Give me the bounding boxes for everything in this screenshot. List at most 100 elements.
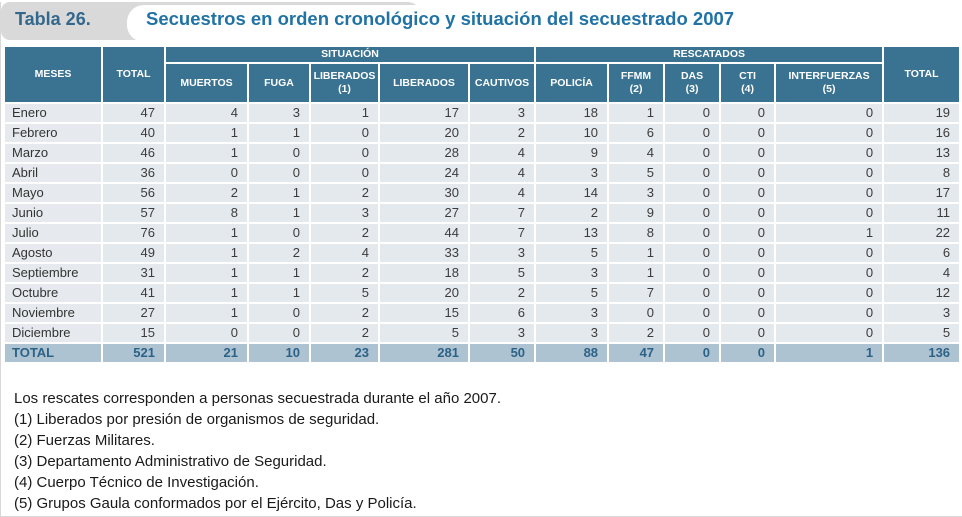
value-cell: 6	[882, 242, 962, 265]
value-cell: 21	[164, 342, 249, 365]
value-cell: 2	[534, 202, 610, 225]
month-cell: TOTAL	[3, 342, 103, 365]
value-cell: 3	[534, 322, 610, 345]
value-cell: 0	[663, 122, 722, 145]
value-cell: 20	[378, 282, 470, 305]
value-cell: 0	[663, 202, 722, 225]
value-cell: 4	[309, 242, 380, 265]
col-header-das: DAS (3)	[663, 62, 722, 105]
value-cell: 1	[164, 282, 249, 305]
value-cell: 0	[774, 122, 885, 145]
value-cell: 49	[101, 242, 166, 265]
value-cell: 0	[164, 162, 249, 185]
table-row: Abril 36 0 0 0 24 4 3 5 0 0 0 8	[3, 162, 962, 185]
value-cell: 0	[663, 322, 722, 345]
value-cell: 0	[247, 162, 311, 185]
col-header-liberados: LIBERADOS	[378, 62, 470, 105]
value-cell: 31	[101, 262, 166, 285]
value-cell: 136	[882, 342, 962, 365]
value-cell: 2	[309, 262, 380, 285]
total-row: TOTAL 521 21 10 23 281 50 88 47 0 0 1 136	[3, 342, 962, 365]
table-row: Marzo 46 1 0 0 28 4 9 4 0 0 0 13	[3, 142, 962, 165]
value-cell: 2	[467, 282, 537, 305]
value-cell: 7	[607, 282, 666, 305]
footnote-line: (1) Liberados por presión de organismos …	[14, 411, 380, 429]
value-cell: 0	[309, 142, 380, 165]
value-cell: 0	[247, 222, 311, 245]
value-cell: 0	[719, 322, 777, 345]
footnote-line: (4) Cuerpo Técnico de Investigación.	[14, 474, 259, 492]
table-row: Julio 76 1 0 2 44 7 13 8 0 0 1 22	[3, 222, 962, 245]
value-cell: 1	[164, 122, 249, 145]
value-cell: 1	[774, 342, 885, 365]
value-cell: 2	[309, 222, 380, 245]
header-band-row: MESES TOTAL SITUACIÓN RESCATADOS TOTAL	[3, 44, 962, 105]
header-columns-row: MUERTOS FUGA LIBERADOS (1) LIBERADOS CAUT…	[4, 62, 960, 105]
value-cell: 0	[719, 302, 777, 325]
table-row: Septiembre 31 1 1 2 18 5 3 1 0 0 0 4	[3, 262, 962, 285]
value-cell: 14	[534, 182, 610, 205]
value-cell: 0	[719, 142, 777, 165]
month-cell: Abril	[3, 162, 103, 185]
value-cell: 0	[774, 162, 885, 185]
value-cell: 0	[247, 322, 311, 345]
value-cell: 40	[101, 122, 166, 145]
value-cell: 0	[719, 182, 777, 205]
value-cell: 3	[467, 242, 537, 265]
value-cell: 3	[309, 202, 380, 225]
value-cell: 41	[101, 282, 166, 305]
value-cell: 6	[607, 122, 666, 145]
value-cell: 12	[882, 282, 962, 305]
value-cell: 76	[101, 222, 166, 245]
footnote-line: (5) Grupos Gaula conformados por el Ejér…	[14, 495, 417, 513]
value-cell: 0	[719, 102, 777, 125]
col-header-muertos: MUERTOS	[164, 62, 249, 105]
value-cell: 17	[882, 182, 962, 205]
month-cell: Agosto	[3, 242, 103, 265]
value-cell: 1	[164, 242, 249, 265]
value-cell: 0	[774, 202, 885, 225]
value-cell: 0	[247, 142, 311, 165]
value-cell: 13	[882, 142, 962, 165]
value-cell: 0	[774, 242, 885, 265]
value-cell: 0	[663, 222, 722, 245]
value-cell: 521	[101, 342, 166, 365]
group-header-situacion: SITUACIÓN	[163, 44, 537, 65]
value-cell: 1	[247, 122, 311, 145]
value-cell: 33	[378, 242, 470, 265]
value-cell: 0	[663, 302, 722, 325]
value-cell: 0	[663, 242, 722, 265]
footnotes: Los rescates corresponden a personas sec…	[14, 388, 962, 514]
value-cell: 44	[378, 222, 470, 245]
value-cell: 9	[607, 202, 666, 225]
page-title: Secuestros en orden cronológico y situac…	[146, 8, 735, 29]
table-number-label: Tabla 26.	[15, 9, 91, 29]
value-cell: 281	[378, 342, 470, 365]
value-cell: 0	[719, 342, 777, 365]
value-cell: 5	[534, 282, 610, 305]
value-cell: 23	[309, 342, 380, 365]
value-cell: 4	[164, 102, 249, 125]
value-cell: 2	[309, 182, 380, 205]
table-body: Enero 47 4 3 1 17 3 18 1 0 0 0 19 Febrero 40 1 1 0 20 2 10 6 0…	[3, 102, 962, 365]
table-row: Noviembre 27 1 0 2 15 6 3 0 0 0 0 3	[3, 302, 962, 325]
value-cell: 2	[164, 182, 249, 205]
value-cell: 1	[247, 262, 311, 285]
month-cell: Julio	[3, 222, 103, 245]
value-cell: 0	[774, 282, 885, 305]
value-cell: 0	[663, 162, 722, 185]
value-cell: 5	[882, 322, 962, 345]
col-header-ffmm: FFMM (2)	[607, 62, 666, 105]
value-cell: 0	[719, 202, 777, 225]
value-cell: 0	[309, 162, 380, 185]
col-header-cti: CTI (4)	[719, 62, 777, 105]
value-cell: 47	[101, 102, 166, 125]
value-cell: 0	[663, 102, 722, 125]
table-row: Agosto 49 1 2 4 33 3 5 1 0 0 0 6	[3, 242, 962, 265]
value-cell: 2	[309, 322, 380, 345]
value-cell: 20	[378, 122, 470, 145]
value-cell: 46	[101, 142, 166, 165]
value-cell: 3	[467, 102, 537, 125]
value-cell: 9	[534, 142, 610, 165]
month-cell: Diciembre	[3, 322, 103, 345]
